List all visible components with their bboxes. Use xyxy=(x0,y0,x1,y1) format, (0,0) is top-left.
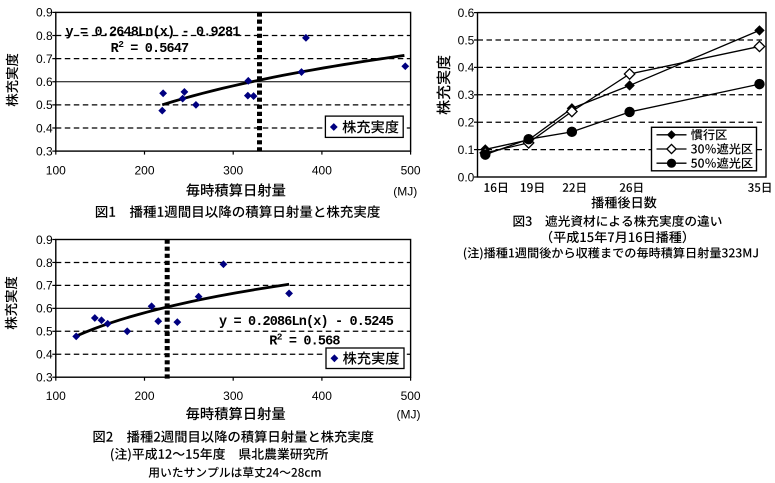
svg-text:100: 100 xyxy=(46,164,66,178)
svg-text:300: 300 xyxy=(223,389,243,403)
svg-text:0.8: 0.8 xyxy=(36,29,53,43)
svg-text:500: 500 xyxy=(401,389,421,403)
svg-text:0.3: 0.3 xyxy=(36,144,53,158)
svg-text:y = 0.2648Ln(x) - 0.9281: y = 0.2648Ln(x) - 0.9281 xyxy=(66,25,241,40)
svg-text:0.5: 0.5 xyxy=(458,33,475,47)
svg-text:0.1: 0.1 xyxy=(458,143,475,157)
svg-text:0.6: 0.6 xyxy=(458,6,475,20)
svg-text:y = 0.2086Ln(x) - 0.5245: y = 0.2086Ln(x) - 0.5245 xyxy=(219,315,394,330)
svg-text:0.4: 0.4 xyxy=(36,121,53,135)
svg-text:0.9: 0.9 xyxy=(36,233,53,247)
svg-text:0.3: 0.3 xyxy=(36,371,53,385)
svg-text:= 0.5647: = 0.5647 xyxy=(130,42,189,57)
svg-text:0.5: 0.5 xyxy=(36,325,53,339)
svg-text:500: 500 xyxy=(401,164,421,178)
svg-text:0.6: 0.6 xyxy=(36,75,53,89)
svg-text:0.6: 0.6 xyxy=(36,302,53,316)
svg-text:(MJ): (MJ) xyxy=(397,408,421,422)
svg-text:2: 2 xyxy=(118,39,124,50)
svg-text:0.9: 0.9 xyxy=(36,6,53,20)
svg-text:300: 300 xyxy=(223,164,243,178)
svg-text:R: R xyxy=(111,42,120,57)
svg-text:0.7: 0.7 xyxy=(36,52,53,66)
svg-text:0.4: 0.4 xyxy=(458,61,475,75)
svg-text:200: 200 xyxy=(134,164,154,178)
svg-text:100: 100 xyxy=(46,389,66,403)
svg-text:400: 400 xyxy=(312,389,332,403)
svg-text:(MJ): (MJ) xyxy=(393,184,417,198)
svg-text:0.5: 0.5 xyxy=(36,98,53,112)
svg-text:2: 2 xyxy=(277,331,283,342)
svg-text:0.7: 0.7 xyxy=(36,279,53,293)
svg-text:0.8: 0.8 xyxy=(36,256,53,270)
svg-text:400: 400 xyxy=(312,164,332,178)
svg-text:0.0: 0.0 xyxy=(458,170,475,184)
svg-text:R: R xyxy=(269,334,278,349)
svg-text:200: 200 xyxy=(134,389,154,403)
svg-text:0.4: 0.4 xyxy=(36,348,53,362)
svg-text:0.3: 0.3 xyxy=(458,88,475,102)
svg-text:= 0.568: = 0.568 xyxy=(289,334,341,349)
svg-text:0.2: 0.2 xyxy=(458,116,475,130)
